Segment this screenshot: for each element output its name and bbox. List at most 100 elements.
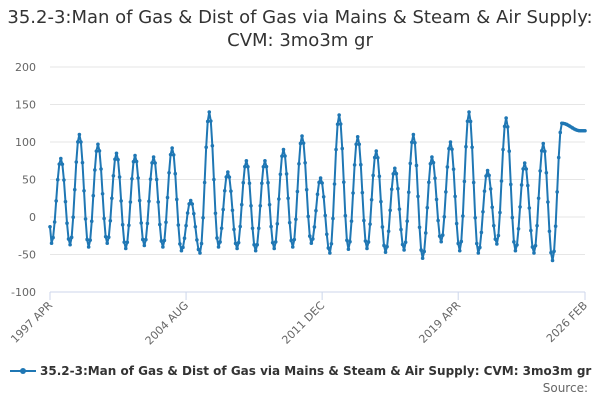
data-point <box>117 175 122 179</box>
data-point <box>82 188 86 193</box>
data-point <box>224 175 229 179</box>
data-point <box>258 203 263 208</box>
data-point <box>461 214 465 218</box>
y-tick-label: 0 <box>29 211 36 224</box>
data-point <box>498 210 502 215</box>
data-point <box>317 180 321 185</box>
data-point <box>62 178 66 182</box>
data-point <box>280 154 284 158</box>
chart-title: 35.2-3:Man of Gas & Dist of Gas via Main… <box>7 7 593 51</box>
data-point <box>411 132 416 137</box>
legend[interactable]: 35.2-3:Man of Gas & Dist of Gas via Main… <box>10 364 591 378</box>
data-point <box>405 219 409 223</box>
data-point <box>513 248 518 253</box>
data-point <box>340 146 345 151</box>
data-point <box>102 216 106 221</box>
y-tick-label: 100 <box>15 136 36 149</box>
data-point <box>556 155 561 160</box>
data-point <box>105 241 110 246</box>
data-point <box>236 240 241 245</box>
data-point <box>171 153 176 157</box>
data-point <box>275 221 280 226</box>
x-axis: 1997 APR 2004 AUG 2011 DEC 2019 APR 2026 FEB <box>8 291 590 348</box>
data-point <box>349 219 354 223</box>
data-point <box>315 192 320 197</box>
data-point <box>72 187 77 192</box>
data-point <box>467 110 471 114</box>
data-point <box>222 188 227 193</box>
data-point <box>478 245 482 250</box>
data-point <box>120 222 125 227</box>
data-point <box>76 140 80 144</box>
data-point <box>60 162 65 167</box>
data-point <box>470 145 474 150</box>
data-point <box>277 197 281 201</box>
data-point <box>365 246 369 251</box>
data-point <box>79 140 83 144</box>
data-point <box>103 234 108 239</box>
data-point <box>440 233 445 237</box>
data-point <box>331 216 335 221</box>
data-point <box>321 194 326 199</box>
data-point <box>454 221 459 226</box>
data-point <box>226 170 230 174</box>
data-point <box>530 245 535 249</box>
data-point <box>484 174 488 178</box>
data-point <box>66 237 71 241</box>
data-point <box>178 242 182 246</box>
data-point <box>312 225 317 229</box>
data-point <box>391 172 396 176</box>
data-point <box>261 164 266 169</box>
data-point <box>253 248 258 253</box>
data-point <box>450 147 454 152</box>
data-point <box>96 142 100 147</box>
data-point <box>379 199 383 204</box>
x-tick-label: 2004 AUG <box>143 299 192 348</box>
data-point <box>63 199 68 204</box>
data-point <box>473 215 478 220</box>
data-point <box>137 198 142 203</box>
data-point <box>179 248 184 253</box>
data-point <box>273 240 278 244</box>
data-point <box>239 202 244 207</box>
data-point <box>83 217 88 221</box>
data-point <box>518 205 522 209</box>
data-point <box>351 191 355 195</box>
data-point <box>512 240 516 244</box>
data-point <box>173 171 178 176</box>
data-point <box>260 181 264 186</box>
data-point <box>289 238 294 243</box>
data-point <box>88 238 92 242</box>
data-point <box>372 155 377 160</box>
data-point <box>399 227 403 232</box>
data-point <box>529 228 533 233</box>
data-point <box>465 119 470 124</box>
data-point <box>238 224 242 229</box>
y-tick-label: 150 <box>15 99 36 112</box>
data-point <box>170 146 174 150</box>
data-point <box>71 215 75 219</box>
data-point <box>507 149 512 153</box>
data-point <box>174 197 179 202</box>
data-point <box>154 177 159 182</box>
data-point <box>201 215 205 220</box>
data-point <box>505 125 510 129</box>
data-point <box>216 245 221 249</box>
data-point <box>348 239 352 244</box>
data-point <box>116 157 120 162</box>
data-point <box>538 169 542 173</box>
data-point <box>247 181 252 186</box>
data-point <box>447 146 451 151</box>
data-point <box>86 245 91 249</box>
data-point <box>436 218 440 223</box>
data-point <box>318 176 323 180</box>
data-point <box>385 244 389 249</box>
data-point <box>283 154 287 158</box>
data-point <box>380 225 385 229</box>
data-point <box>552 249 556 254</box>
data-point <box>532 251 536 255</box>
x-tick-label: 2011 DEC <box>279 299 327 347</box>
data-point <box>255 242 259 247</box>
data-point <box>522 161 527 165</box>
y-axis-ticks: -100 -50 0 50 100 150 200 <box>11 61 36 299</box>
